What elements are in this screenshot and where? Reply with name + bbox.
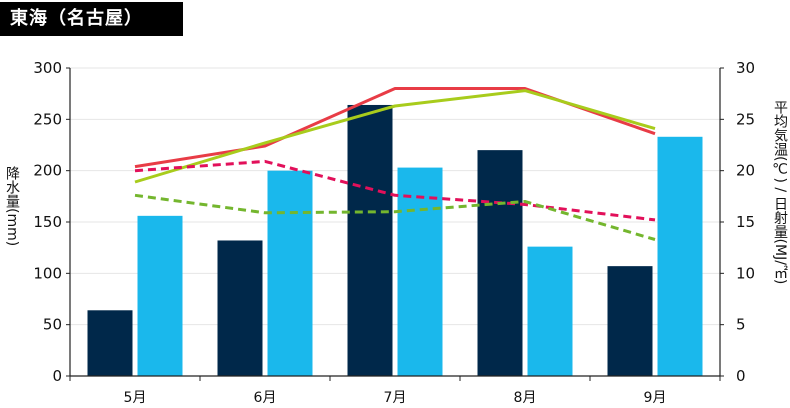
- bar: [657, 136, 703, 376]
- dashed-series-line: [134, 193, 656, 241]
- x-tick-label: 8月: [514, 390, 537, 406]
- y-left-tick-label: 50: [43, 316, 62, 334]
- x-tick-label: 5月: [124, 390, 147, 406]
- y-right-tick-label: 5: [736, 316, 746, 334]
- chart-title: 東海（名古屋）: [0, 2, 183, 36]
- bar: [267, 170, 313, 376]
- bar: [527, 246, 573, 376]
- bars-layer: [87, 104, 703, 377]
- labels-layer: 0 50 100 150 200 250 300 0 5 10 15 20 25 30 5月 6月 7月 8月 9月…: [4, 59, 788, 406]
- y-left-tick-label: 250: [33, 110, 62, 128]
- y-right-tick-label: 0: [736, 367, 746, 385]
- x-tick-label: 9月: [644, 390, 667, 406]
- bar: [137, 215, 183, 376]
- y-left-tick-label: 0: [52, 367, 62, 385]
- bar: [347, 104, 393, 377]
- lines-layer: [134, 87, 656, 241]
- y-right-tick-label: 15: [736, 213, 755, 231]
- bar: [217, 240, 263, 376]
- x-tick-label: 6月: [254, 390, 277, 406]
- y-left-tick-label: 150: [33, 213, 62, 231]
- y-right-axis-label: 平均気温(℃) / 日射量(MJ/㎡): [772, 100, 788, 284]
- y-right-tick-label: 30: [736, 59, 755, 77]
- y-left-tick-label: 100: [33, 264, 62, 282]
- y-right-tick-label: 25: [736, 110, 755, 128]
- axes-layer: [66, 67, 724, 381]
- bar: [477, 150, 523, 376]
- y-left-axis-label: 降水量(mm): [4, 166, 20, 246]
- bar: [87, 310, 133, 376]
- y-right-tick-label: 20: [736, 162, 755, 180]
- bar: [397, 167, 443, 376]
- bar: [607, 266, 653, 376]
- series-line: [134, 89, 656, 184]
- y-left-tick-label: 200: [33, 162, 62, 180]
- x-tick-label: 7月: [384, 390, 407, 406]
- series-line: [134, 87, 656, 169]
- dashed-series-line: [134, 159, 656, 222]
- y-left-tick-label: 300: [33, 59, 62, 77]
- y-right-tick-label: 10: [736, 264, 755, 282]
